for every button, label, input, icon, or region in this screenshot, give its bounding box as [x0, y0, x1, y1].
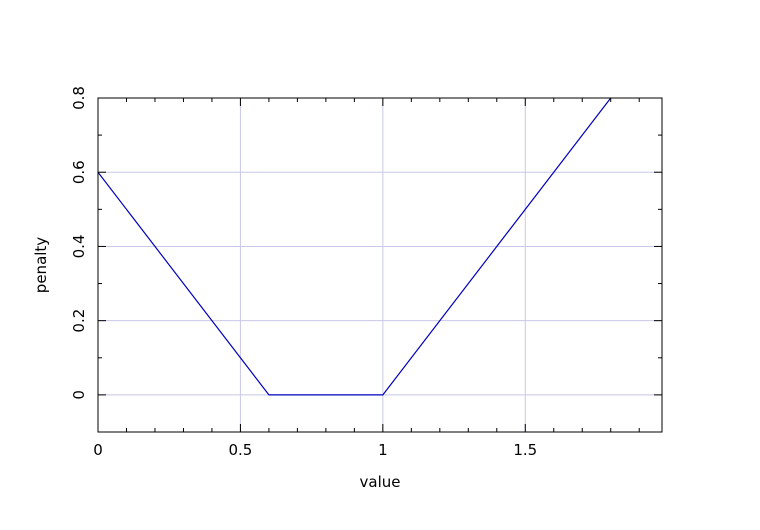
x-axis-title: value: [360, 473, 401, 491]
y-axis-title: penalty: [32, 237, 50, 293]
y-tick-label: 0.8: [70, 86, 88, 110]
y-tick-labels: 0 0.2 0.4 0.6 0.8: [70, 86, 88, 400]
y-tick-label: 0: [70, 390, 88, 400]
y-tick-label: 0.6: [70, 160, 88, 184]
x-tick-labels: 0 0.5 1 1.5: [93, 441, 537, 459]
penalty-line: [97, 97, 612, 396]
series-lines: [97, 97, 612, 396]
x-tick-label: 1.5: [513, 441, 537, 459]
y-tick-label: 0.2: [70, 309, 88, 333]
axis-ticks: [97, 97, 662, 433]
grid-lines: [98, 98, 662, 432]
x-tick-label: 0: [93, 441, 103, 459]
x-tick-label: 1: [378, 441, 388, 459]
y-tick-label: 0.4: [70, 235, 88, 259]
plot-frame: [97, 97, 663, 433]
x-tick-label: 0.5: [228, 441, 252, 459]
